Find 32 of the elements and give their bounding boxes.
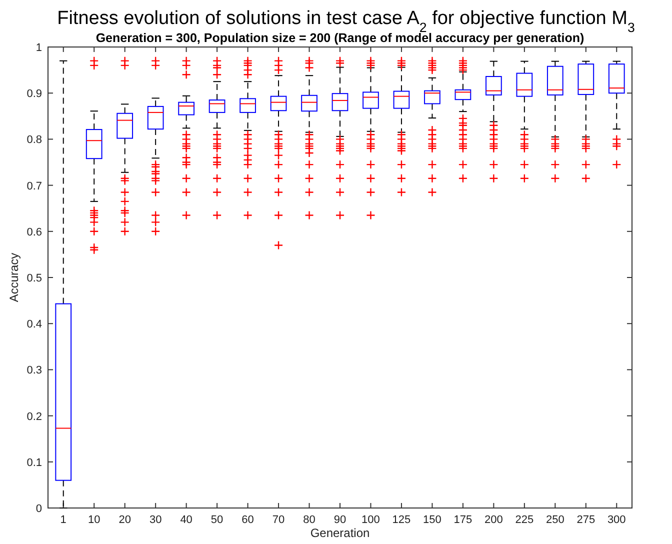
x-tick-label: 30 — [149, 514, 162, 526]
x-tick-label: 90 — [334, 514, 346, 526]
x-tick-label: 40 — [180, 514, 192, 526]
x-tick-label: 10 — [88, 514, 100, 526]
x-tick-label: 70 — [272, 514, 285, 526]
y-tick-label: 0.1 — [26, 456, 42, 469]
y-tick-label: 1 — [36, 42, 42, 54]
y-tick-label: 0 — [36, 503, 42, 515]
x-tick-label: 275 — [576, 514, 596, 526]
x-tick-label: 50 — [210, 514, 224, 526]
y-tick-label: 0.5 — [26, 272, 42, 284]
y-tick-label: 0.3 — [26, 364, 42, 377]
y-tick-label: 0.4 — [26, 318, 42, 331]
x-tick-label: 225 — [515, 514, 534, 526]
x-tick-label: 250 — [546, 514, 564, 526]
x-tick-label: 80 — [303, 514, 316, 526]
y-tick-label: 0.9 — [26, 88, 42, 100]
x-tick-label: 175 — [454, 514, 472, 526]
y-tick-label: 0.2 — [26, 410, 42, 423]
x-tick-label: 20 — [118, 514, 131, 526]
x-tick-label: 60 — [242, 514, 254, 526]
y-axis-title: Accuracy — [7, 252, 21, 302]
y-tick-label: 0.7 — [26, 180, 42, 192]
x-tick-label: 300 — [607, 514, 626, 526]
y-tick-label: 0.6 — [26, 226, 42, 238]
x-tick-label: 200 — [484, 514, 503, 526]
x-axis-title: Generation — [310, 526, 370, 540]
x-tick-label: 150 — [423, 514, 442, 526]
x-tick-label: 1 — [60, 514, 66, 526]
x-tick-label: 125 — [392, 514, 411, 526]
y-tick-label: 0.8 — [26, 134, 42, 146]
x-tick-label: 100 — [362, 514, 380, 526]
